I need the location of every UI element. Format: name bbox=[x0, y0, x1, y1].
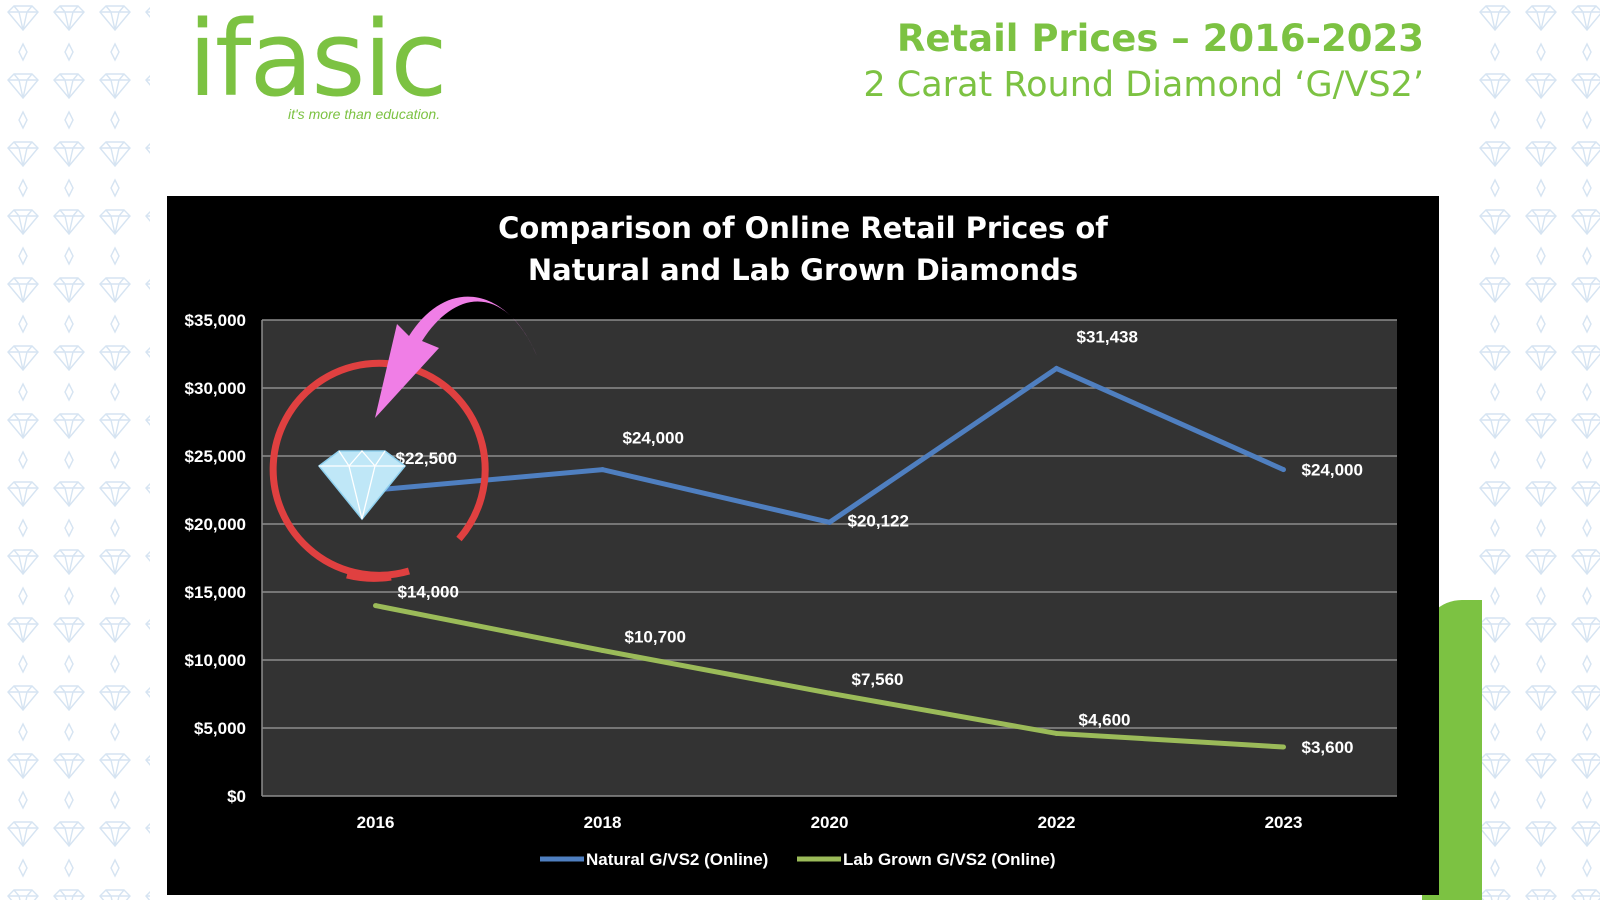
y-tick-label: $5,000 bbox=[194, 719, 246, 738]
logo-tagline: it's more than education. bbox=[288, 106, 441, 122]
chart-panel: Comparison of Online Retail Prices of Na… bbox=[167, 196, 1439, 895]
plot-area bbox=[262, 320, 1397, 796]
data-point bbox=[827, 690, 832, 696]
y-tick-label: $30,000 bbox=[185, 379, 246, 398]
data-point bbox=[1281, 467, 1286, 473]
data-label: $20,122 bbox=[848, 511, 909, 530]
x-tick-label: 2020 bbox=[811, 813, 849, 832]
data-point bbox=[373, 603, 378, 609]
data-point bbox=[827, 519, 832, 525]
legend-label: Lab Grown G/VS2 (Online) bbox=[843, 850, 1056, 869]
data-label: $24,000 bbox=[1302, 461, 1363, 480]
y-tick-label: $10,000 bbox=[185, 651, 246, 670]
highlight-circle-segment bbox=[346, 571, 392, 582]
slide-title: Retail Prices – 2016-2023 2 Carat Round … bbox=[863, 16, 1424, 108]
data-label: $24,000 bbox=[623, 429, 684, 448]
y-tick-label: $20,000 bbox=[185, 515, 246, 534]
data-label: $31,438 bbox=[1077, 327, 1138, 346]
data-point bbox=[600, 647, 605, 653]
diamond-body bbox=[317, 450, 407, 521]
data-labels: $22,500 $24,000 $20,122 $31,438 $24,000 $14,0… bbox=[396, 327, 1363, 757]
data-point bbox=[600, 467, 605, 473]
logo-text: ifasic bbox=[188, 0, 447, 120]
legend-label: Natural G/VS2 (Online) bbox=[586, 850, 768, 869]
data-point bbox=[1281, 744, 1286, 750]
annotations bbox=[269, 296, 537, 582]
data-point bbox=[1054, 730, 1059, 736]
data-label: $22,500 bbox=[396, 449, 457, 468]
legend: Natural G/VS2 (Online) Lab Grown G/VS2 (O… bbox=[540, 850, 1056, 869]
y-tick-label: $0 bbox=[227, 787, 246, 806]
line-chart: Comparison of Online Retail Prices of Na… bbox=[185, 211, 1397, 869]
slide-title-line1: Retail Prices – 2016-2023 bbox=[896, 17, 1424, 60]
y-tick-label: $15,000 bbox=[185, 583, 246, 602]
pink-arrow-icon bbox=[375, 296, 537, 418]
y-axis-ticks: $0 $5,000 $10,000 $15,000 $20,000 $25,000 $30,… bbox=[185, 311, 246, 806]
diamond-icon bbox=[317, 450, 407, 521]
ifasic-logo: ifasic it's more than education. bbox=[188, 0, 447, 122]
chart-title-line2: Natural and Lab Grown Diamonds bbox=[528, 253, 1078, 287]
data-label: $10,700 bbox=[625, 627, 686, 646]
data-label: $3,600 bbox=[1302, 738, 1354, 757]
x-tick-label: 2016 bbox=[357, 813, 395, 832]
highlight-circle bbox=[269, 359, 489, 579]
diamond-facets bbox=[319, 450, 405, 520]
y-tick-label: $25,000 bbox=[185, 447, 246, 466]
data-point bbox=[1054, 365, 1059, 371]
x-axis-ticks: 2016 2018 2020 2022 2023 bbox=[357, 813, 1303, 832]
x-tick-label: 2023 bbox=[1265, 813, 1303, 832]
x-tick-label: 2018 bbox=[584, 813, 622, 832]
y-tick-label: $35,000 bbox=[185, 311, 246, 330]
data-label: $14,000 bbox=[398, 583, 459, 602]
chart-title-line1: Comparison of Online Retail Prices of bbox=[498, 211, 1108, 245]
series-lines bbox=[373, 365, 1286, 750]
data-label: $4,600 bbox=[1079, 710, 1131, 729]
x-tick-label: 2022 bbox=[1038, 813, 1076, 832]
slide-title-line2: 2 Carat Round Diamond ‘G/VS2’ bbox=[863, 65, 1424, 105]
data-label: $7,560 bbox=[852, 670, 904, 689]
